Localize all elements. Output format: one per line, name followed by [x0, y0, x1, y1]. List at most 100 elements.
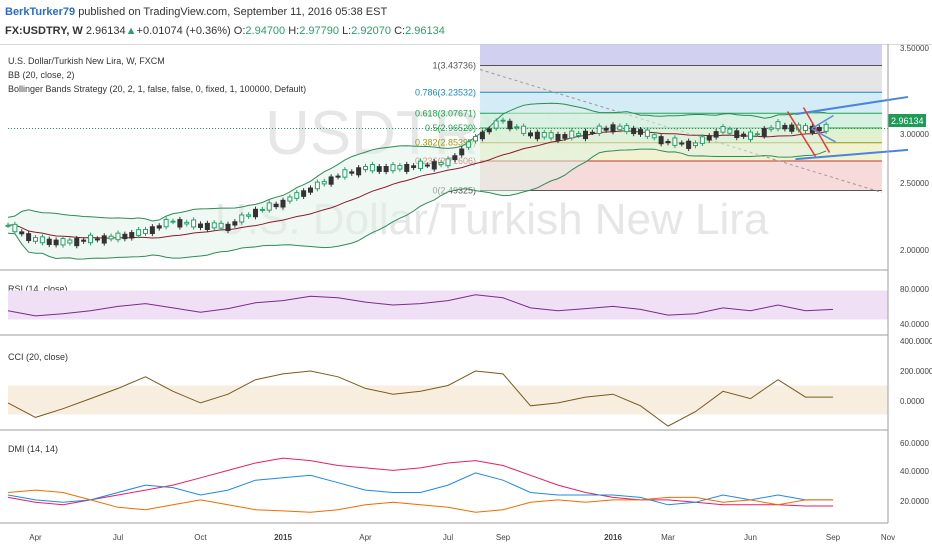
channel-lower-line [795, 148, 909, 161]
dmi-tick: 60.0000 [900, 439, 929, 448]
candle-body [693, 142, 698, 147]
rsi-line [7, 294, 834, 317]
candle-body [136, 229, 142, 236]
high-label: H: [288, 25, 300, 37]
candle-body [727, 128, 733, 134]
change-value: +0.01074 (+0.36%) [136, 25, 231, 37]
candle-body [122, 233, 128, 240]
cci-pane[interactable]: CCI (20, close) 400.0000 200.0000 0.0000 [8, 337, 932, 406]
candle-body [424, 164, 430, 167]
candle-body [184, 221, 190, 225]
candle-body [823, 123, 829, 132]
candle-body [493, 120, 499, 129]
candle-body [314, 181, 320, 190]
candle-body [466, 141, 472, 148]
candle-body [479, 131, 485, 140]
time-axis-label: Apr [359, 533, 372, 542]
time-axis-label: Oct [194, 533, 207, 542]
candle-body [418, 160, 423, 170]
candle-body [651, 134, 657, 139]
price-axis[interactable]: 3.50000 3.00000 2.50000 2.00000 2.96134 [888, 44, 929, 255]
publish-line: BerkTurker79 published on TradingView.co… [5, 6, 387, 18]
rsi-tick: 80.0000 [900, 285, 929, 294]
rsi-band [8, 290, 888, 320]
candle-body [294, 192, 300, 199]
rsi-tick: 40.0000 [900, 320, 929, 329]
candle-body [390, 164, 396, 172]
candle-body [596, 125, 602, 134]
time-axis-label: Nov [881, 533, 895, 542]
candle-body [177, 219, 183, 228]
candle-body [349, 171, 355, 174]
candle-body [287, 196, 293, 202]
candle-body [129, 232, 135, 239]
fib-zone-top [480, 44, 882, 66]
price-pane[interactable]: U.S. Dollar/Turkish New Lira, W, FXCM BB… [8, 56, 306, 94]
strategy-legend: Bollinger Bands Strategy (20, 2, 1, fals… [8, 84, 306, 94]
rsi-title: RSI (14, close) [8, 284, 68, 294]
candle-body [12, 223, 18, 233]
low-value: 2.92070 [351, 25, 392, 37]
candle-body [383, 166, 389, 173]
candle-body [328, 176, 334, 185]
candle-body [280, 199, 286, 208]
projection-down-arrow [811, 128, 836, 143]
candle-body [658, 136, 664, 145]
dmi-minus-line [7, 489, 833, 513]
publish-info: published on TradingView.com, September … [78, 6, 388, 18]
candle-body [541, 132, 547, 138]
candle-body [266, 202, 272, 211]
candle-body [486, 128, 492, 133]
candle-body [94, 238, 100, 241]
close-value: 2.96134 [405, 25, 445, 37]
candle-body [191, 219, 197, 228]
candle-body [617, 125, 623, 131]
time-axis-label: Sep [826, 533, 841, 542]
chart-canvas[interactable]: U.S. Dollar/Turkish New Lira, W, FXCM BB… [0, 44, 932, 550]
candle-body [211, 222, 217, 229]
candle-body [397, 165, 403, 170]
candle-body [321, 180, 327, 185]
open-label: O: [233, 25, 246, 37]
candle-body [672, 137, 678, 146]
candle-body [631, 127, 637, 135]
candle-body [741, 133, 747, 137]
candle-body [706, 135, 712, 141]
candle-body [803, 125, 808, 132]
last-price-tag [888, 114, 926, 127]
candle-body [33, 237, 38, 242]
candles [5, 117, 829, 249]
projection-up-arrow [811, 114, 834, 130]
candle-body [115, 232, 121, 241]
author-link[interactable]: BerkTurker79 [5, 6, 76, 18]
candle-body [514, 126, 520, 129]
trend-drawings[interactable] [786, 95, 909, 161]
time-axis[interactable]: Apr Jul Oct 2015 Apr Jul Sep 2016 Mar Jun Sep Nov [29, 533, 895, 542]
candle-body [562, 134, 568, 139]
candle-body [67, 239, 73, 244]
dmi-tick: 40.0000 [900, 467, 929, 476]
red-trend-line [786, 111, 817, 157]
bb-legend: BB (20, close, 2) [8, 70, 75, 80]
bollinger-bands [7, 102, 888, 260]
candle-body [431, 161, 437, 170]
candle-body [198, 223, 203, 228]
candle-body [500, 119, 506, 122]
time-axis-label: 2016 [604, 533, 622, 542]
candle-body [624, 125, 630, 133]
channel-upper-line [795, 95, 909, 116]
cci-line [7, 370, 833, 427]
candle-body [60, 238, 66, 246]
candle-body [589, 131, 595, 134]
high-value: 2.97790 [299, 25, 339, 37]
candle-body [686, 140, 692, 149]
cci-tick: 200.0000 [900, 367, 932, 376]
rsi-pane[interactable]: RSI (14, close) 80.0000 40.0000 [8, 284, 929, 329]
time-axis-label: Jul [113, 533, 123, 542]
fib-level-label: 0.618(3.07671) [415, 108, 476, 118]
time-axis-label: Sep [496, 533, 511, 542]
candle-body [438, 161, 444, 166]
dmi-pane[interactable]: DMI (14, 14) 60.0000 40.0000 20.0000 [8, 439, 929, 506]
symbol-label[interactable]: FX:USDTRY, W [5, 25, 83, 37]
fib-level-label: 1(3.43736) [432, 61, 476, 71]
